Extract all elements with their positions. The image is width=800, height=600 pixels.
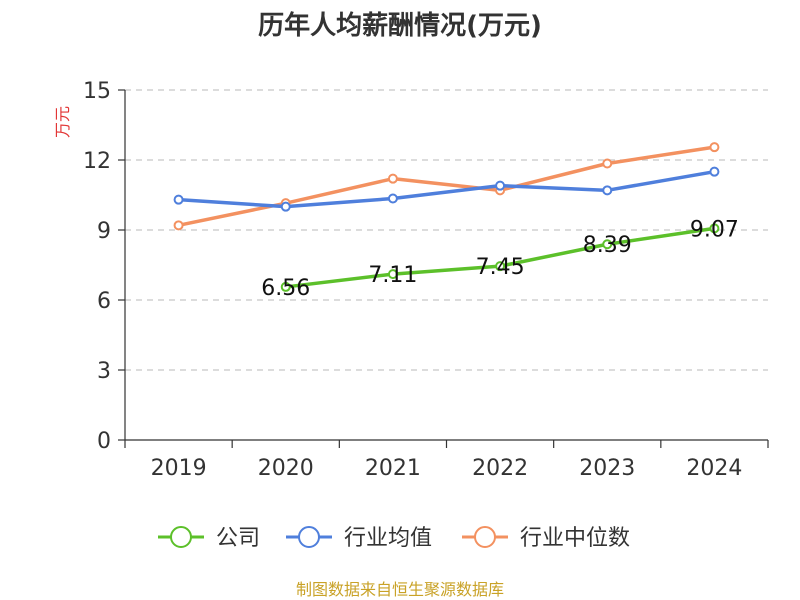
y-tick-label: 3 <box>97 359 111 384</box>
data-point <box>387 269 398 280</box>
y-tick-label: 9 <box>97 219 111 244</box>
data-point <box>387 193 398 204</box>
data-label: 7.11 <box>368 263 417 288</box>
source-note: 制图数据来自恒生聚源数据库 <box>296 580 504 599</box>
y-axis-label: 万元 <box>53 106 72 138</box>
x-tick-label: 2020 <box>258 456 314 481</box>
axes: 0 3 6 9 12 15 2019 2020 2021 2022 2023 2024 <box>83 79 769 481</box>
grid-lines <box>125 89 768 371</box>
series-group <box>173 142 720 292</box>
legend-label: 行业均值 <box>344 526 432 551</box>
legend: 公司 行业均值 行业中位数 <box>158 526 630 551</box>
data-label: 6.56 <box>261 276 310 301</box>
series-line-2 <box>176 169 717 209</box>
data-point <box>387 173 398 184</box>
legend-marker <box>298 526 320 548</box>
legend-item-1: 公司 <box>158 526 260 551</box>
data-labels: 6.56 7.11 7.45 8.39 9.07 <box>261 217 739 301</box>
data-point <box>709 223 720 234</box>
legend-item-2: 行业均值 <box>286 526 432 551</box>
legend-label: 行业中位数 <box>520 526 630 551</box>
y-tick-label: 6 <box>97 289 111 314</box>
x-tick-label: 2022 <box>472 456 528 481</box>
data-point <box>602 158 613 169</box>
data-point <box>280 201 291 212</box>
x-tick-label: 2023 <box>579 456 635 481</box>
y-tick-label: 15 <box>83 79 111 104</box>
y-tick-label: 12 <box>83 149 111 174</box>
data-label: 9.07 <box>690 217 739 242</box>
chart-title: 历年人均薪酬情况(万元) <box>258 10 542 41</box>
y-tick-label: 0 <box>97 429 111 454</box>
x-tick-label: 2019 <box>151 456 207 481</box>
data-point <box>173 220 184 231</box>
legend-item-3: 行业中位数 <box>462 526 630 551</box>
data-point <box>602 239 613 250</box>
legend-label: 公司 <box>216 526 260 551</box>
x-tick-label: 2024 <box>686 456 742 481</box>
data-point <box>173 194 184 205</box>
data-point <box>280 281 291 292</box>
data-point <box>709 166 720 177</box>
data-point <box>602 185 613 196</box>
data-label: 8.39 <box>583 233 632 258</box>
data-point <box>495 261 506 272</box>
data-label: 7.45 <box>476 255 525 280</box>
legend-marker <box>170 526 192 548</box>
data-point <box>495 180 506 191</box>
legend-marker <box>474 526 496 548</box>
x-tick-label: 2021 <box>365 456 421 481</box>
data-point <box>709 142 720 153</box>
